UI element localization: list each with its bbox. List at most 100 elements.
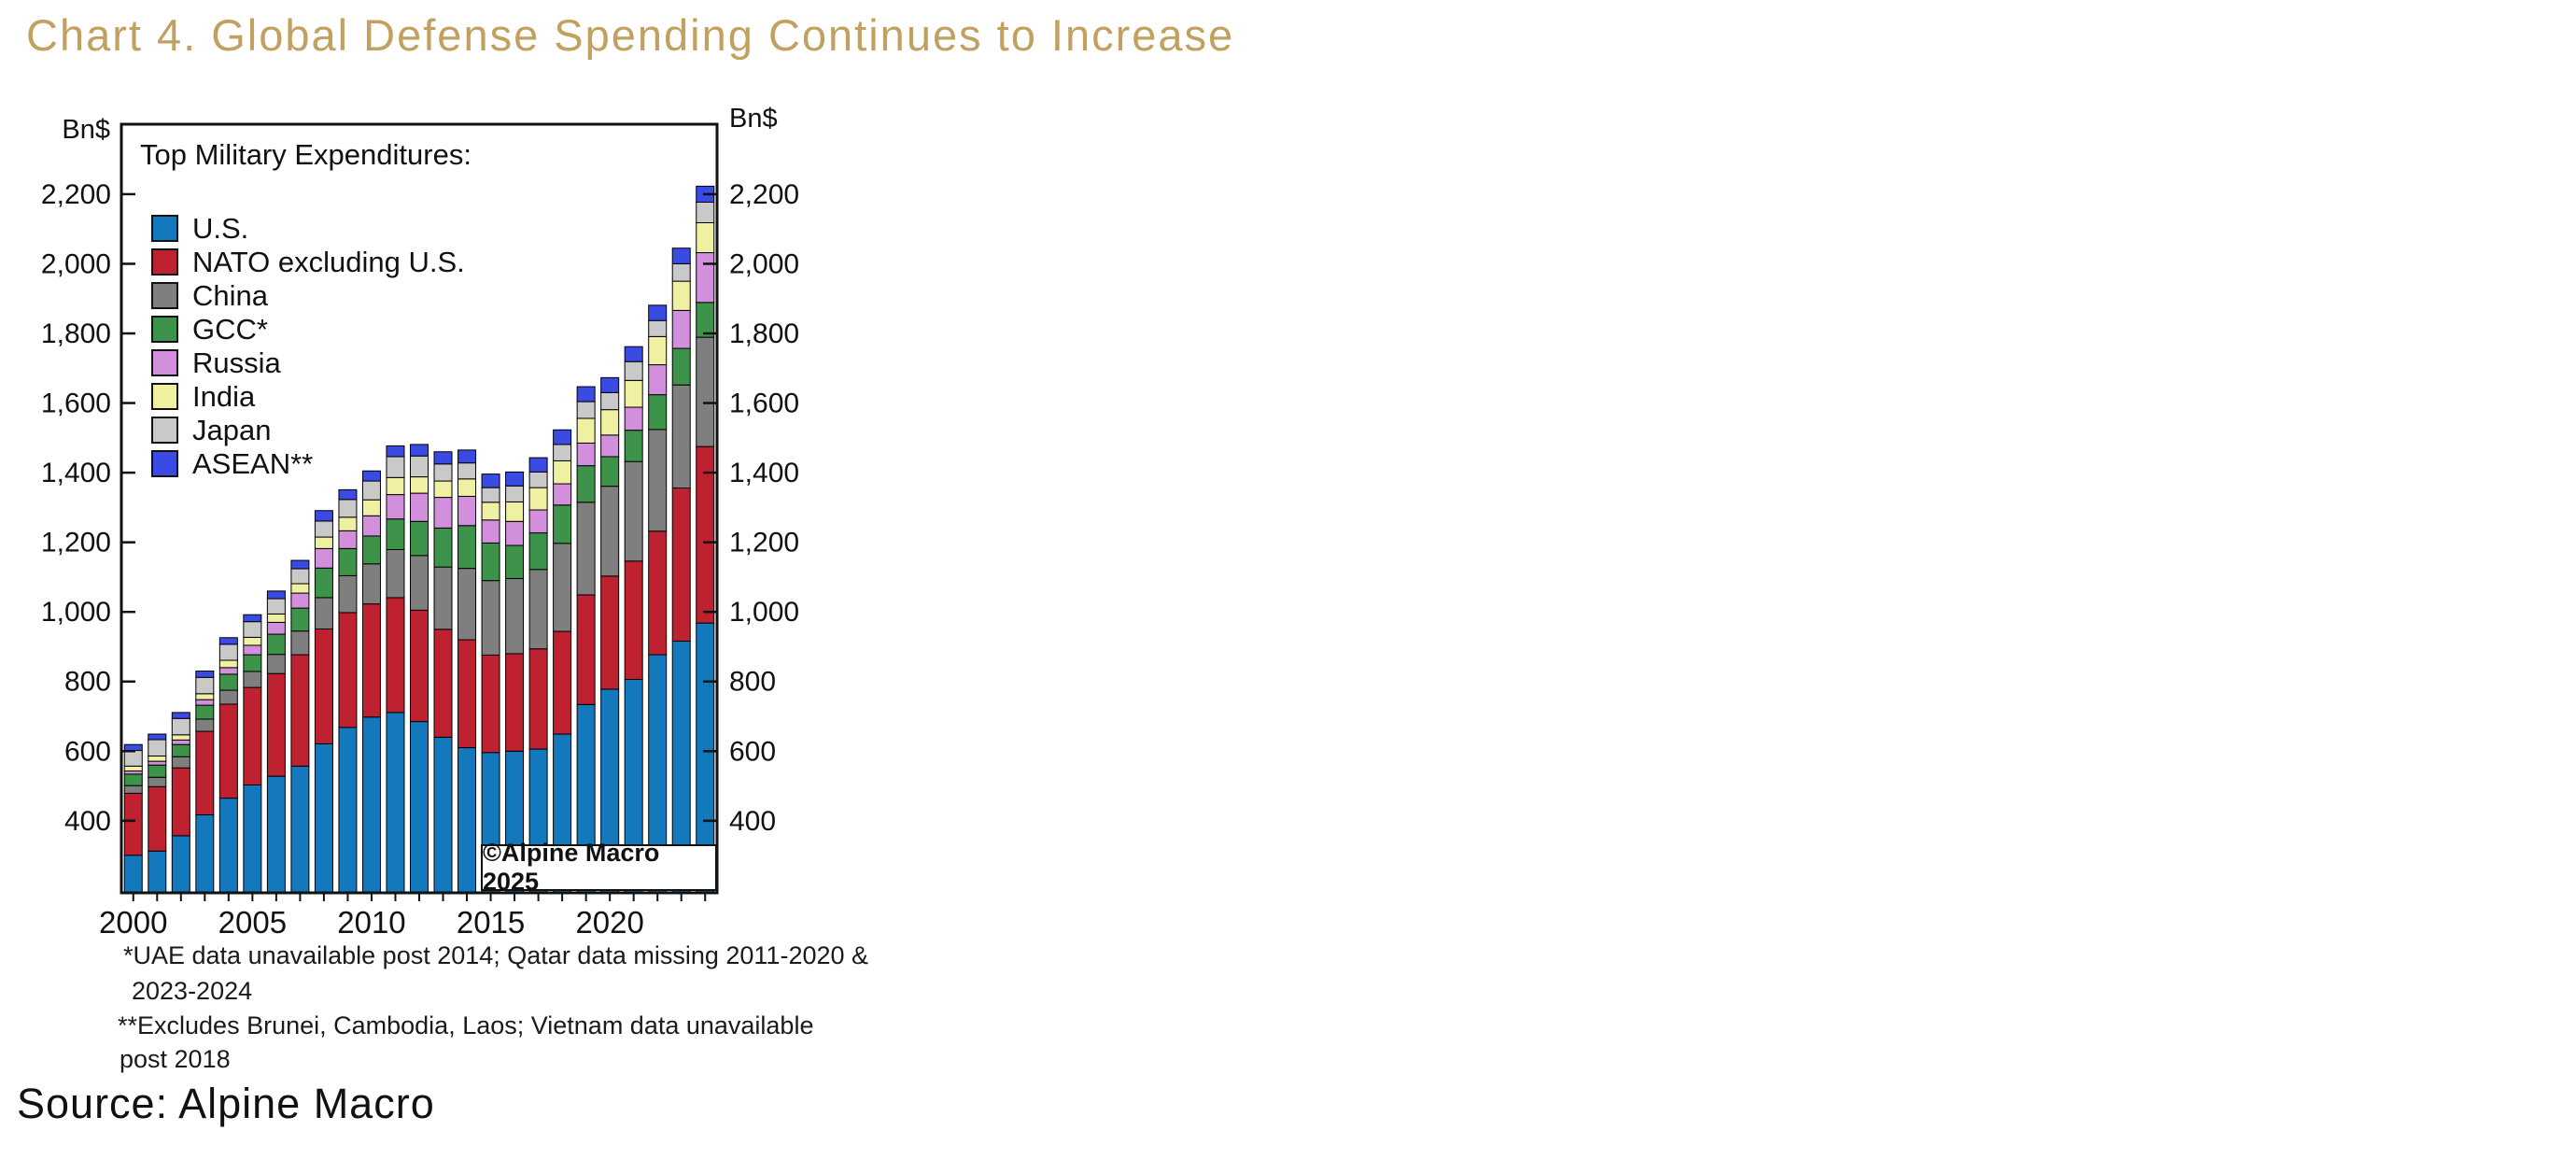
bar-segment xyxy=(410,444,429,457)
bar-segment xyxy=(338,516,358,531)
bar-segment xyxy=(290,592,310,609)
bar-segment xyxy=(457,747,477,894)
bar-segment xyxy=(553,483,572,506)
bar-segment xyxy=(195,704,215,720)
bar-segment xyxy=(648,429,668,532)
bar-segment xyxy=(266,633,286,656)
y-tick-label-left: 400 xyxy=(64,806,111,837)
bar-segment xyxy=(386,597,405,714)
bar-segment xyxy=(528,532,548,571)
bar-segment xyxy=(290,654,310,767)
bar-segment xyxy=(386,494,405,520)
bar-segment xyxy=(266,654,286,674)
bar-segment xyxy=(266,598,286,615)
bar-segment xyxy=(576,386,596,403)
bar-segment xyxy=(338,547,358,576)
legend-item-u-s: U.S. xyxy=(151,214,248,243)
bar-segment xyxy=(314,536,333,549)
y-tick-label-right: 1,600 xyxy=(729,389,799,419)
y-tick-label-right: 1,800 xyxy=(729,318,799,349)
bar-segment xyxy=(553,444,572,461)
bar-segment xyxy=(624,560,643,681)
bar-segment xyxy=(481,580,500,656)
bar-segment xyxy=(433,527,453,568)
bar-segment xyxy=(386,548,405,599)
bar-segment xyxy=(696,302,715,338)
bar-segment xyxy=(696,221,715,254)
bar-segment xyxy=(433,566,453,630)
bar-segment xyxy=(148,756,167,762)
bar-segment xyxy=(576,442,596,467)
bar-segment xyxy=(696,201,715,223)
y-tick-label-right: 800 xyxy=(729,667,776,698)
bar-segment xyxy=(148,733,167,741)
bar-segment xyxy=(505,577,525,655)
bar-segment xyxy=(314,520,333,538)
y-tick-label-right: 1,200 xyxy=(729,528,799,558)
bar-segment xyxy=(123,770,143,775)
bar-segment xyxy=(410,492,429,522)
legend-label: Japan xyxy=(192,413,272,446)
bar-segment xyxy=(505,544,525,579)
bar-segment xyxy=(218,689,238,705)
bar-segment xyxy=(171,712,190,719)
bar-segment xyxy=(671,488,691,643)
bar-segment xyxy=(457,462,477,480)
stacked-bar-chart: 400 400 600 600 800 800 1,000 1,000 1,200 1,200 1,… xyxy=(41,104,799,940)
page-title: Chart 4. Global Defense Spending Continu… xyxy=(26,10,1235,60)
bar-segment xyxy=(361,535,381,565)
x-tick-label: 2010 xyxy=(337,905,405,940)
bar-segment xyxy=(338,530,358,549)
bar-segment xyxy=(266,613,286,623)
bar-segment xyxy=(433,629,453,738)
bar-segment xyxy=(148,760,167,766)
bar-segment xyxy=(457,568,477,641)
bar-segment xyxy=(123,855,143,894)
x-tick-label: 2000 xyxy=(99,905,167,940)
legend-item-japan: Japan xyxy=(151,413,272,446)
bar-segment xyxy=(314,547,333,569)
y-tick-label-right: 2,000 xyxy=(729,248,799,279)
legend-title: Top Military Expenditures: xyxy=(140,138,472,171)
y-tick-label-left: 1,000 xyxy=(41,597,111,628)
footnote-line-4: post 2018 xyxy=(120,1045,231,1073)
y-tick-label-left: 2,000 xyxy=(41,248,111,279)
chart-legend: Top Military Expenditures: U.S. NATO excl… xyxy=(140,138,472,478)
bar-segment xyxy=(195,676,215,695)
bar-segment xyxy=(410,455,429,478)
bar-segment xyxy=(218,673,238,691)
bar-segment xyxy=(481,502,500,521)
bar-segment xyxy=(171,717,190,736)
bar-segment xyxy=(361,563,381,605)
bar-segment xyxy=(600,434,620,458)
bar-segment xyxy=(338,612,358,728)
bar-segment xyxy=(171,835,190,894)
y-tick-label-right: 1,400 xyxy=(729,458,799,488)
legend-swatch xyxy=(151,281,178,309)
bar-segment xyxy=(600,486,620,577)
bar-segment xyxy=(576,502,596,596)
y-tick-label-left: 1,600 xyxy=(41,389,111,419)
bar-segment xyxy=(123,792,143,856)
y-tick-label-left: 1,800 xyxy=(41,318,111,349)
bar-segment xyxy=(505,485,525,502)
x-tick-label: 2005 xyxy=(218,905,287,940)
bar-segment xyxy=(433,736,453,894)
bar-segment xyxy=(361,603,381,718)
bar-segment xyxy=(314,510,333,522)
bar-segment xyxy=(195,671,215,678)
bar-segment xyxy=(386,518,405,550)
bar-segment xyxy=(218,798,238,894)
bar-segment xyxy=(481,487,500,503)
bar-segment xyxy=(528,471,548,488)
bar-segment xyxy=(314,628,333,744)
bar-segment xyxy=(410,520,429,557)
bar-segment xyxy=(410,476,429,494)
legend-swatch xyxy=(151,348,178,376)
bar-segment xyxy=(528,569,548,650)
bar-segment xyxy=(243,636,262,646)
y-axis-unit-left: Bn$ xyxy=(62,115,110,145)
bar-segment xyxy=(457,495,477,527)
bar-segment xyxy=(410,609,429,723)
